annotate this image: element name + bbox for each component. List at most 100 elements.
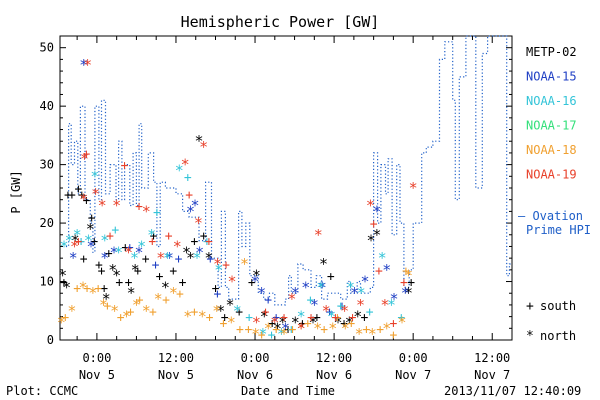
north-marker-metp-02: * [372,226,381,244]
south-marker-metp-02: + [284,322,292,337]
south-marker-noaa-18: + [83,281,91,296]
south-marker-noaa-18: + [389,328,397,343]
y-tick-label: 20 [40,216,54,230]
north-marker-noaa-18: * [341,319,350,337]
north-marker-metp-02: * [58,267,67,285]
south-marker-noaa-19: + [222,258,230,273]
south-marker-noaa-19: + [135,200,143,215]
south-marker-noaa-18: + [362,322,370,337]
north-marker-noaa-15: * [291,284,300,302]
south-marker-metp-02: + [313,311,321,326]
north-marker-noaa-15: * [110,243,119,261]
north-marker-noaa-19: * [98,197,107,215]
south-marker-noaa-15: + [264,293,272,308]
south-marker-noaa-19: + [75,235,83,250]
north-marker-noaa-16: * [357,284,366,302]
south-marker-noaa-18: + [176,287,184,302]
north-marker-noaa-19: * [79,191,88,209]
north-marker-noaa-15: * [186,202,195,220]
south-marker-noaa-18: + [333,311,341,326]
north-marker-noaa-19: * [252,313,261,331]
north-marker-metp-02: * [186,249,195,267]
south-marker-noaa-16: + [184,170,192,185]
north-marker-noaa-15: * [301,278,310,296]
x-axis: 0:00 Nov 5 12:00 Nov 5 0:00 Nov 6 12:00 Nov 6 0:… [76,36,510,382]
north-marker-noaa-16: * [84,232,93,250]
north-marker-noaa-19: * [173,237,182,255]
legend-entry-noaa-17: NOAA-17 [526,119,577,133]
north-marker-noaa-16: * [100,232,109,250]
north-marker-metp-02: * [291,313,300,331]
north-marker-noaa-15: * [310,296,319,314]
hpi-legend-line2: Prime HPI [526,223,591,237]
north-marker-metp-02: * [353,308,362,326]
north-marker-noaa-18: * [404,267,413,285]
south-marker-noaa-19: + [307,311,315,326]
north-marker-noaa-15: * [281,319,290,337]
north-marker-metp-02: * [404,284,413,302]
north-marker-noaa-15: * [361,273,370,291]
y-tick-label: 0 [47,333,54,347]
north-marker-noaa-18: * [57,313,66,331]
south-marker-noaa-15: + [126,240,134,255]
south-marker-metp-02: + [125,276,133,291]
north-marker-noaa-18: * [382,319,391,337]
south-marker-metp-02: + [142,252,150,267]
north-marker-noaa-15: * [195,243,204,261]
south-marker-metp-02: + [235,305,243,320]
legend-symbol-glyph: + [526,299,534,314]
x-tick-time-label: 0:00 [82,351,111,365]
plot-area: *+*++*++++*+++++*+**+++**++++*++**+*+*+*… [57,35,512,343]
north-marker-metp-02: * [273,319,282,337]
north-marker-noaa-16: * [277,325,286,343]
south-marker-noaa-18: + [219,316,227,331]
y-axis-label: P [GW] [9,170,23,213]
south-marker-noaa-19: + [389,316,397,331]
north-marker-metp-02: * [62,278,71,296]
south-marker-noaa-16: + [397,311,405,326]
north-marker-noaa-18: * [355,325,364,343]
north-marker-noaa-15: * [135,243,144,261]
south-marker-noaa-18: + [347,316,355,331]
timestamp: 2013/11/07 12:40:09 [444,384,581,398]
south-marker-noaa-15: + [152,258,160,273]
north-marker-noaa-16: * [147,226,156,244]
south-marker-metp-02: + [78,188,86,203]
north-marker-noaa-18: * [122,308,131,326]
south-marker-metp-02: + [299,316,307,331]
legend-symbol-label: north [540,329,576,343]
north-marker-noaa-15: * [100,249,109,267]
north-marker-noaa-15: * [191,197,200,215]
y-tick-label: 50 [40,41,54,55]
south-marker-noaa-18: + [117,311,125,326]
south-marker-noaa-18: + [402,264,410,279]
south-marker-noaa-18: + [190,305,198,320]
south-marker-noaa-18: + [162,293,170,308]
x-axis-label: Date and Time [241,384,335,398]
x-tick-day-label: Nov 7 [474,368,510,382]
north-marker-noaa-19: * [322,302,331,320]
south-marker-noaa-15: + [272,311,280,326]
south-marker-noaa-19: + [185,188,193,203]
north-marker-noaa-19: * [287,290,296,308]
north-marker-noaa-16: * [316,278,325,296]
south-marker-noaa-16: + [366,305,374,320]
north-marker-noaa-16: * [163,249,172,267]
south-marker-noaa-19: + [400,276,408,291]
north-marker-noaa-19: * [409,179,418,197]
south-marker-noaa-16: + [287,322,295,337]
north-marker-noaa-16: * [114,243,123,261]
x-tick-time-label: 12:00 [158,351,194,365]
north-marker-noaa-18: * [132,296,141,314]
north-marker-noaa-15: * [257,284,266,302]
south-marker-noaa-15: + [206,252,214,267]
satellite-legend: METP-02 NOAA-15 NOAA-16 NOAA-17 NOAA-18 NOAA-… [526,45,577,182]
north-marker-metp-02: * [334,313,343,331]
symbol-legend: + south * north [526,299,576,344]
north-marker-metp-02: * [204,249,213,267]
north-marker-noaa-18: * [251,325,260,343]
south-marker-noaa-19: + [375,264,383,279]
x-tick-day-label: Nov 5 [158,368,194,382]
north-marker-noaa-16: * [327,308,336,326]
north-marker-noaa-19: * [181,156,190,174]
